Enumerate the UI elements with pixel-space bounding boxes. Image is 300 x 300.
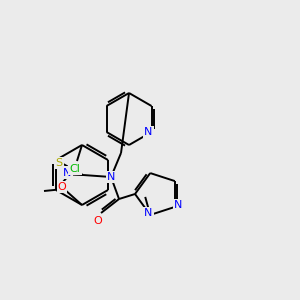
Text: Cl: Cl [70, 164, 80, 174]
Text: S: S [56, 158, 63, 168]
Text: N: N [107, 172, 115, 182]
Text: N: N [144, 208, 152, 218]
Text: N: N [63, 167, 72, 178]
Text: N: N [174, 200, 182, 210]
Text: O: O [58, 182, 66, 192]
Text: N: N [144, 127, 153, 137]
Text: O: O [94, 216, 102, 226]
